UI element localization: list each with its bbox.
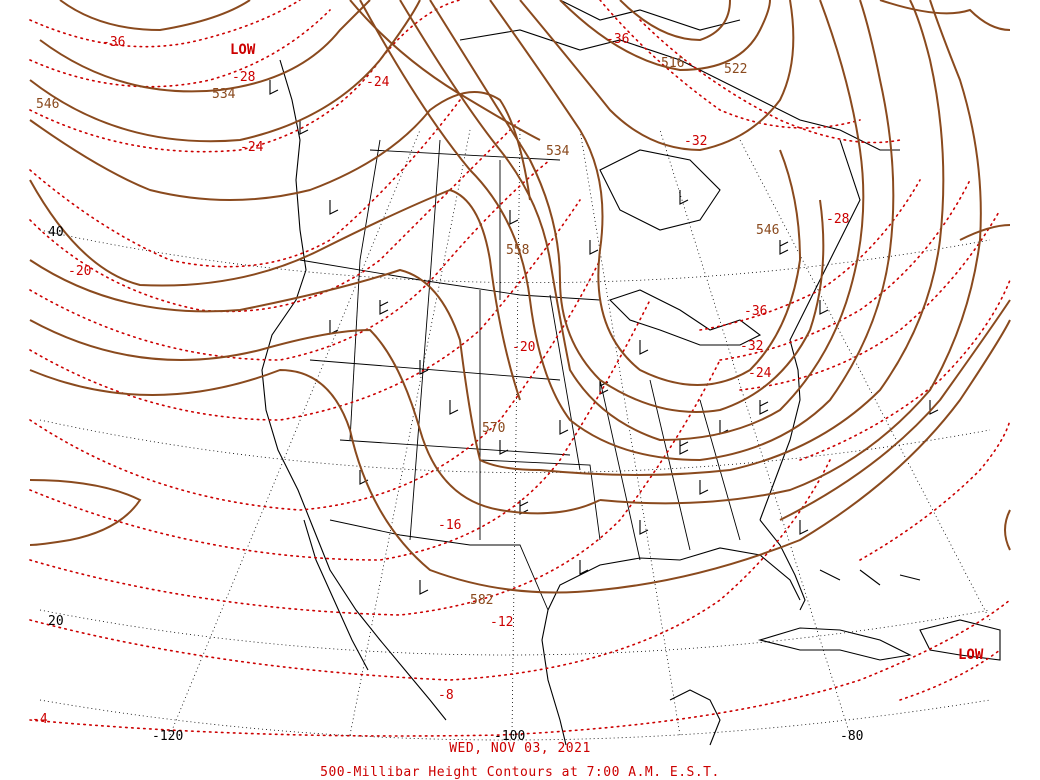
temperature-label: -12 [490,615,513,630]
height-label: 516 [661,56,684,71]
temperature-label: -24 [240,140,264,155]
height-label: 534 [212,87,236,102]
temperature-label: -36 [102,35,125,50]
temperature-label: -20 [512,340,535,355]
borders [299,139,741,611]
height-label: 546 [756,223,779,238]
longitude-label: -80 [840,729,863,744]
map-title: 500-Millibar Height Contours at 7:00 A.M… [320,765,720,780]
us-mexico-border [329,519,549,611]
arctic-islands [459,29,900,151]
temperature-label: -8 [438,688,454,703]
temperature-label: -32 [740,339,763,354]
temperature-contours [29,0,1011,737]
low-label: LOW [958,647,984,663]
height-label: 570 [482,421,505,436]
height-label: 582 [470,593,493,608]
temperature-label: -32 [684,134,707,149]
height-labels: 534 546 558 570 582 516 522 546 534 [36,56,779,608]
temperature-label: -20 [68,264,91,279]
temperature-label: -28 [826,212,849,227]
central-america [669,689,721,746]
hispaniola [919,619,1001,661]
temperature-labels: -36 -28 -24 -24 -20 -20 -16 -12 -8 -4 -3… [32,32,849,727]
temperature-label: -36 [744,304,767,319]
temperature-label: -4 [32,712,48,727]
great-lakes [608,289,762,346]
height-label: 546 [36,97,59,112]
east-coast [759,139,861,521]
longitude-label: -120 [152,729,183,744]
temperature-label: -24 [748,366,772,381]
low-pressure-labels: LOW LOW [230,42,984,663]
temperature-label: -24 [366,75,390,90]
height-label: 534 [546,144,570,159]
low-label: LOW [230,42,256,58]
map-date: WED, NOV 03, 2021 [449,741,591,756]
temperature-label: -28 [232,70,255,85]
temperature-label: -36 [606,32,629,47]
florida [759,519,806,611]
graticule [39,129,991,741]
height-label: 558 [506,243,529,258]
latitude-label: 40 [48,225,64,240]
us-gulf-coast [547,547,801,611]
coastlines [261,0,1001,746]
axis-labels: 40 20 -120 -100 -80 [48,225,863,744]
height-label: 522 [724,62,747,77]
temperature-label: -16 [438,518,461,533]
baja [303,519,369,671]
wind-barbs [269,80,939,595]
longitude-label: -100 [494,729,525,744]
bahamas [819,569,921,586]
height-contours [29,0,1011,594]
mexico-gulf-coast [541,609,567,746]
west-coast [261,59,447,721]
latitude-label: 20 [48,614,64,629]
cuba [757,627,912,661]
hudson-bay [599,149,721,231]
